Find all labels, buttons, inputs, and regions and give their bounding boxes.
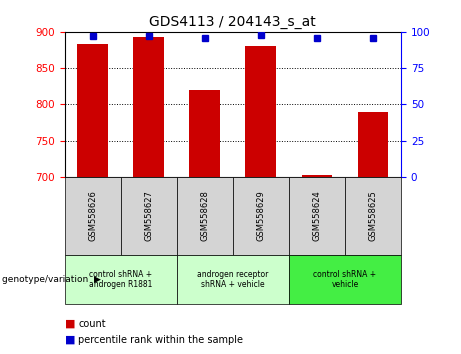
Bar [77, 44, 108, 177]
Text: GSM558625: GSM558625 [368, 190, 378, 241]
Text: GSM558626: GSM558626 [88, 190, 97, 241]
Text: percentile rank within the sample: percentile rank within the sample [78, 335, 243, 345]
Text: ■: ■ [65, 335, 75, 345]
Text: GSM558628: GSM558628 [200, 190, 209, 241]
Bar [358, 112, 389, 177]
Bar [189, 90, 220, 177]
Text: count: count [78, 319, 106, 329]
Text: GSM558627: GSM558627 [144, 190, 153, 241]
Text: GSM558624: GSM558624 [313, 190, 321, 241]
Text: genotype/variation  ▶: genotype/variation ▶ [2, 275, 101, 284]
Text: control shRNA +
vehicle: control shRNA + vehicle [313, 270, 377, 289]
Text: ■: ■ [65, 319, 75, 329]
Text: control shRNA +
androgen R1881: control shRNA + androgen R1881 [89, 270, 152, 289]
Bar [245, 46, 276, 177]
Bar [301, 175, 332, 177]
Bar [133, 37, 164, 177]
Title: GDS4113 / 204143_s_at: GDS4113 / 204143_s_at [149, 16, 316, 29]
Text: GSM558629: GSM558629 [256, 190, 266, 241]
Text: androgen receptor
shRNA + vehicle: androgen receptor shRNA + vehicle [197, 270, 268, 289]
